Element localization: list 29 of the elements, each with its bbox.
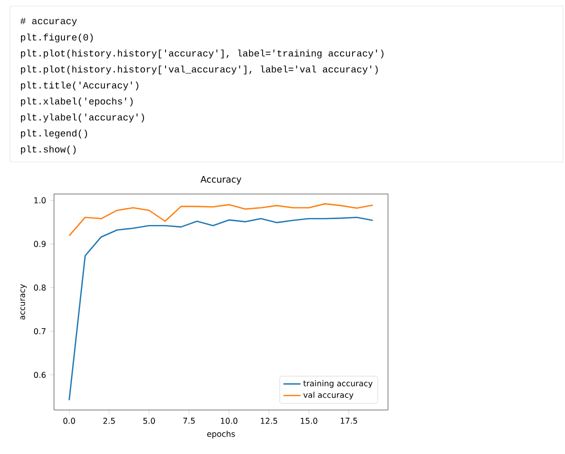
x-tick-label: 15.0 (300, 418, 318, 424)
text: plt.legend() (21, 130, 88, 138)
text: plt.figure(0) (21, 34, 93, 42)
line-series (68, 216, 374, 401)
y-tick-label: 0.8 (34, 284, 46, 291)
x-tick-label: 2.5 (103, 418, 115, 424)
y-axis-title: accuracy (20, 284, 27, 320)
y-tick-label: 0.7 (34, 328, 46, 334)
text: plt.show() (21, 146, 76, 154)
x-axis-title: epochs (207, 430, 235, 438)
x-tick-label: 7.5 (183, 418, 195, 424)
y-tick-label: 0.9 (34, 240, 46, 247)
line-series (68, 203, 374, 236)
y-tick-label: 0.6 (34, 372, 46, 378)
text: plt.title('Accuracy') (21, 82, 138, 90)
x-tick-label: 10.0 (220, 418, 238, 424)
text: plt.xlabel('epochs') (21, 98, 133, 106)
legend-label: val accuracy (303, 392, 354, 400)
x-tick-label: 0.0 (63, 418, 76, 424)
text: plt.plot(history.history['accuracy'], label='training accuracy') (21, 50, 384, 58)
x-tick-label: 12.5 (260, 418, 278, 424)
legend-label: training accuracy (303, 380, 373, 388)
text: plt.plot(history.history['val_accuracy'], label='val accuracy') (21, 66, 378, 74)
x-tick-label: 17.5 (340, 418, 358, 424)
chart-title: Accuracy (200, 176, 242, 184)
x-tick-label: 5.0 (143, 418, 155, 424)
text: plt.ylabel('accuracy') (21, 114, 144, 122)
text: # accuracy (20, 18, 77, 26)
y-tick-label: 1.0 (34, 197, 46, 204)
